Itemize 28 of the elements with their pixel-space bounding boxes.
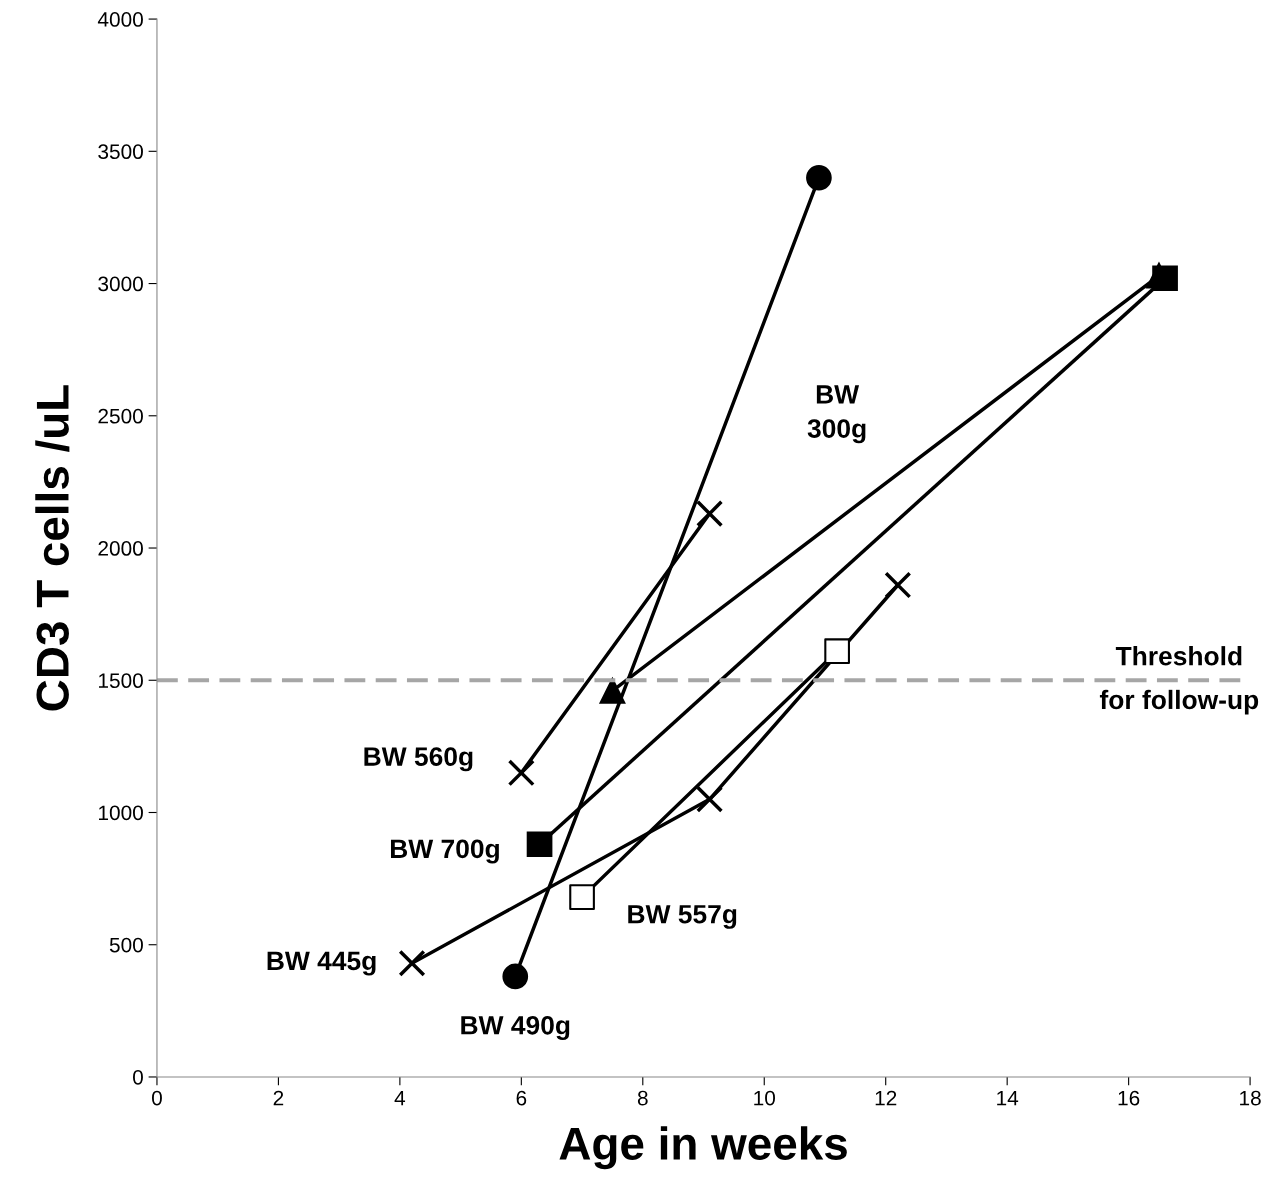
x-tick-label: 6 xyxy=(516,1090,527,1106)
y-tick-label: 500 xyxy=(109,937,143,953)
ref-line-label: Threshold for follow-up xyxy=(1099,646,1259,715)
x-axis-title: Age in weeks xyxy=(559,1126,847,1170)
x-tick-label: 12 xyxy=(875,1090,897,1106)
x-tick-label: 2 xyxy=(273,1090,284,1106)
y-tick-label: 2500 xyxy=(98,408,143,424)
x-tick-label: 4 xyxy=(394,1090,406,1106)
x-tick-label: 14 xyxy=(997,1090,1019,1106)
series-label: BW 445g xyxy=(267,951,376,976)
series-label: BW 300g xyxy=(807,385,866,444)
series-label: BW 560g xyxy=(364,747,473,772)
y-tick-label: 3000 xyxy=(98,276,143,292)
y-tick-label: 2000 xyxy=(98,541,143,556)
x-tick-label: 16 xyxy=(1118,1090,1140,1106)
x-tick-label: 10 xyxy=(754,1090,776,1106)
y-tick-label: 1000 xyxy=(99,805,143,821)
series-label: BW 557g xyxy=(628,905,737,929)
y-tick-label: 1500 xyxy=(99,673,143,689)
y-tick-label: 3500 xyxy=(98,144,143,160)
y-tick-label: 4000 xyxy=(97,12,143,27)
y-axis-title: CD3 T cells /uL xyxy=(35,385,70,711)
x-tick-label: 18 xyxy=(1240,1090,1261,1106)
series-label: BW 490g xyxy=(461,1015,570,1040)
x-tick-label: 0 xyxy=(151,1090,162,1106)
x-tick-label: 8 xyxy=(637,1090,648,1106)
y-tick-label: 0 xyxy=(132,1069,143,1085)
series-label: BW 700g xyxy=(390,839,499,864)
